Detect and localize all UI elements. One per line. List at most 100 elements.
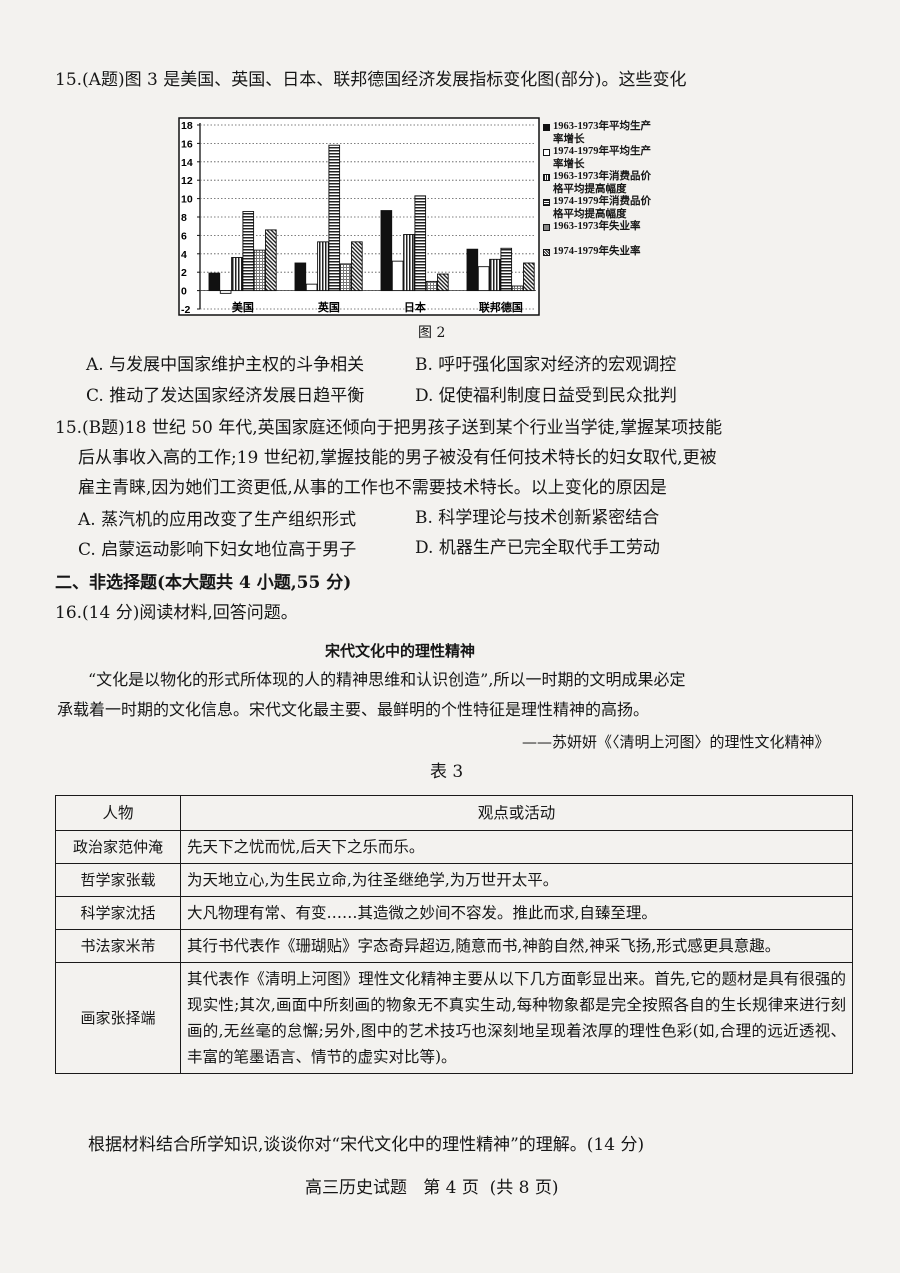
person-cell: 科学家沈括 bbox=[55, 896, 181, 930]
legend-swatch bbox=[543, 149, 550, 156]
bar-3-2 bbox=[489, 258, 501, 292]
y-tick-label: 2 bbox=[181, 267, 187, 279]
legend-item: 1963-1973年消费品价格平均提高幅度 bbox=[543, 171, 653, 196]
x-category-label: 日本 bbox=[404, 300, 426, 314]
q15b-option-c[interactable]: C. 启蒙运动影响下妇女地位高于男子 bbox=[78, 540, 357, 560]
content-cell: 先天下之忧而忧,后天下之乐而乐。 bbox=[180, 830, 853, 864]
q15a-option-a[interactable]: A. 与发展中国家维护主权的斗争相关 bbox=[86, 355, 365, 375]
q15a-option-d[interactable]: D. 促使福利制度日益受到民众批判 bbox=[415, 386, 677, 406]
y-tick-label: 12 bbox=[181, 175, 193, 187]
bar-0-4 bbox=[253, 249, 266, 292]
person-cell: 政治家范仲淹 bbox=[55, 830, 181, 864]
table-row: 哲学家张载 为天地立心,为生民立命,为往圣继绝学,为万世开太平。 bbox=[55, 863, 853, 897]
bar-3-3 bbox=[500, 247, 513, 292]
bar-1-3 bbox=[328, 144, 341, 292]
q16-question: 根据材料结合所学知识,谈谈你对“宋代文化中的理性精神”的理解。(14 分) bbox=[88, 1135, 645, 1155]
legend-item: 1974-1979年平均生产率增长 bbox=[543, 146, 653, 171]
material-para-2: 承载着一时期的文化信息。宋代文化最主要、最鲜明的个性特征是理性精神的高扬。 bbox=[57, 700, 650, 719]
bar-1-5 bbox=[351, 241, 363, 292]
table-header-row: 人物 观点或活动 bbox=[55, 795, 853, 831]
y-tick-label: 6 bbox=[181, 230, 187, 242]
legend-label: 1974-1979年消费品价格平均提高幅度 bbox=[553, 196, 651, 220]
legend-swatch bbox=[543, 174, 550, 181]
table-row: 科学家沈括 大凡物理有常、有变……其造微之妙间不容发。推此而求,自臻至理。 bbox=[55, 896, 853, 930]
x-category-label: 联邦德国 bbox=[479, 300, 523, 314]
bar-3-0 bbox=[466, 248, 479, 292]
q16-stem: 16.(14 分)阅读材料,回答问题。 bbox=[55, 603, 298, 623]
y-tick-label: -2 bbox=[181, 304, 190, 316]
bar-0-0 bbox=[208, 272, 221, 292]
bar-1-2 bbox=[317, 241, 329, 292]
person-cell: 书法家米芾 bbox=[55, 929, 181, 963]
page-footer: 高三历史试题 第 4 页 (共 8 页) bbox=[305, 1178, 559, 1198]
material-para-1: “文化是以物化的形式所体现的人的精神思维和认识创造”,所以一时期的文明成果必定 bbox=[88, 670, 686, 689]
bar-3-4 bbox=[511, 285, 524, 292]
q15b-option-a[interactable]: A. 蒸汽机的应用改变了生产组织形式 bbox=[78, 510, 357, 530]
bar-2-4 bbox=[425, 280, 438, 292]
table-3: 人物 观点或活动 政治家范仲淹 先天下之忧而忧,后天下之乐而乐。 哲学家张载 为天地… bbox=[55, 795, 853, 1074]
y-tick-label: 4 bbox=[181, 249, 187, 261]
bar-2-0 bbox=[380, 210, 393, 292]
legend-swatch bbox=[543, 124, 550, 131]
content-cell: 其代表作《清明上河图》理性文化精神主要从以下几方面彰显出来。首先,它的题材是具有… bbox=[180, 962, 853, 1074]
bar-1-0 bbox=[294, 262, 307, 292]
q15b-line-1: 15.(B题)18 世纪 50 年代,英国家庭还倾向于把男孩子送到某个行业当学徒… bbox=[55, 418, 723, 438]
bar-2-5 bbox=[437, 273, 449, 292]
bar-2-1 bbox=[391, 260, 404, 292]
legend-label: 1963-1973年失业率 bbox=[553, 221, 641, 232]
table-row: 书法家米芾 其行书代表作《珊瑚贴》字态奇异超迈,随意而书,神韵自然,神采飞扬,形式… bbox=[55, 929, 853, 963]
header-content: 观点或活动 bbox=[180, 795, 853, 831]
material-source: ——苏妍妍《〈清明上河图〉的理性文化精神》 bbox=[522, 733, 830, 751]
legend-label: 1963-1973年消费品价格平均提高幅度 bbox=[553, 171, 651, 195]
q15a-option-c[interactable]: C. 推动了发达国家经济发展日趋平衡 bbox=[86, 386, 365, 406]
bar-1-4 bbox=[339, 263, 352, 292]
content-cell: 大凡物理有常、有变……其造微之妙间不容发。推此而求,自臻至理。 bbox=[180, 896, 853, 930]
section-heading: 二、非选择题(本大题共 4 小题,55 分) bbox=[55, 573, 352, 593]
bar-0-1 bbox=[219, 290, 232, 294]
y-tick-label: 14 bbox=[181, 157, 193, 169]
x-category-label: 英国 bbox=[317, 300, 340, 314]
economic-indicator-chart: 18 16 14 12 10 8 6 4 2 0 -2 美国 英国 日本 联邦德国 1963-1973年平均… bbox=[178, 117, 651, 317]
legend-swatch bbox=[543, 248, 550, 256]
bar-2-3 bbox=[414, 195, 427, 292]
x-category-label: 美国 bbox=[232, 300, 254, 314]
legend-swatch bbox=[543, 224, 550, 231]
content-cell: 其行书代表作《珊瑚贴》字态奇异超迈,随意而书,神韵自然,神采飞扬,形式感更具意趣… bbox=[180, 929, 853, 963]
table-row: 画家张择端 其代表作《清明上河图》理性文化精神主要从以下几方面彰显出来。首先,它的… bbox=[55, 962, 853, 1074]
q15a-stem: 15.(A题)图 3 是美国、英国、日本、联邦德国经济发展指标变化图(部分)。这… bbox=[55, 70, 687, 90]
legend-item: 1963-1973年平均生产率增长 bbox=[543, 121, 653, 146]
y-tick-label: 0 bbox=[181, 286, 187, 298]
figure-caption: 图 2 bbox=[418, 325, 446, 341]
q15b-line-2: 后从事收入高的工作;19 世纪初,掌握技能的男子被没有任何技术特长的妇女取代,更… bbox=[78, 448, 717, 468]
content-cell: 为天地立心,为生民立命,为往圣继绝学,为万世开太平。 bbox=[180, 863, 853, 897]
header-person: 人物 bbox=[55, 795, 181, 831]
material-title: 宋代文化中的理性精神 bbox=[325, 642, 476, 660]
legend-item: 1963-1973年失业率 bbox=[543, 221, 653, 234]
legend-item: 1974-1979年消费品价格平均提高幅度 bbox=[543, 196, 653, 221]
bar-3-5 bbox=[523, 262, 535, 292]
table-caption: 表 3 bbox=[430, 762, 464, 782]
legend-swatch bbox=[543, 199, 550, 206]
person-cell: 画家张择端 bbox=[55, 962, 181, 1074]
table-row: 政治家范仲淹 先天下之忧而忧,后天下之乐而乐。 bbox=[55, 830, 853, 864]
q15b-option-b[interactable]: B. 科学理论与技术创新紧密结合 bbox=[415, 508, 660, 528]
legend-label: 1963-1973年平均生产率增长 bbox=[553, 121, 651, 145]
q15a-option-b[interactable]: B. 呼吁强化国家对经济的宏观调控 bbox=[415, 355, 677, 375]
bar-1-1 bbox=[305, 283, 318, 292]
y-tick-label: 8 bbox=[181, 212, 187, 224]
y-tick-label: 10 bbox=[181, 194, 193, 206]
bar-2-2 bbox=[403, 234, 415, 292]
bar-0-2 bbox=[231, 257, 243, 292]
y-tick-label: 18 bbox=[181, 120, 193, 132]
legend-item: 1974-1979年失业率 bbox=[543, 246, 653, 259]
chart-legend: 1963-1973年平均生产率增长 1974-1979年平均生产率增长 1963-1… bbox=[543, 121, 653, 258]
chart-plot: 18 16 14 12 10 8 6 4 2 0 -2 美国 英国 日本 联邦德国 bbox=[178, 117, 540, 316]
y-tick-label: 16 bbox=[181, 138, 193, 150]
q15b-line-3: 雇主青睐,因为她们工资更低,从事的工作也不需要技术特长。以上变化的原因是 bbox=[78, 478, 667, 498]
bar-3-1 bbox=[477, 266, 490, 292]
bar-0-5 bbox=[265, 229, 277, 292]
legend-label: 1974-1979年平均生产率增长 bbox=[553, 146, 651, 170]
legend-label: 1974-1979年失业率 bbox=[553, 245, 641, 257]
q15b-option-d[interactable]: D. 机器生产已完全取代手工劳动 bbox=[415, 538, 660, 558]
person-cell: 哲学家张载 bbox=[55, 863, 181, 897]
